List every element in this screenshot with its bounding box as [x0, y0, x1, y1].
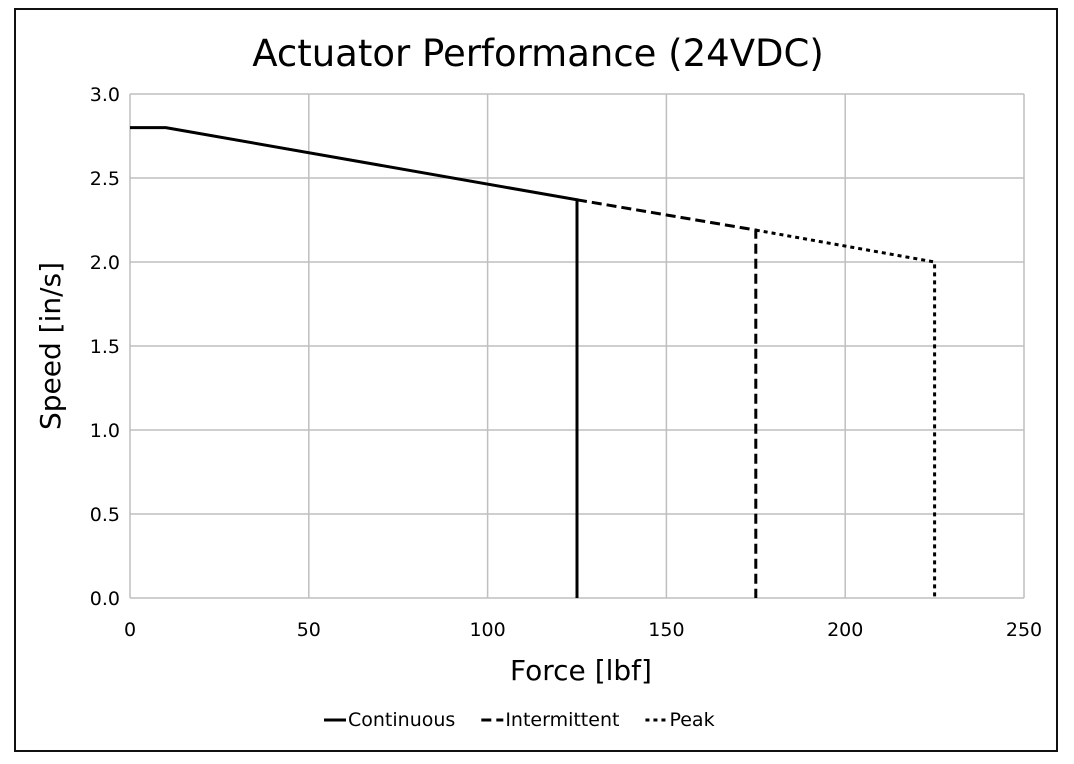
chart: 0.0 0.5 1.0 1.5 2.0 2.5 3.0 0 50 100 150 200 250 Ac… — [34, 32, 1042, 731]
chart-frame: 0.0 0.5 1.0 1.5 2.0 2.5 3.0 0 50 100 150 200 250 Ac… — [14, 8, 1058, 752]
x-tick-label: 50 — [297, 619, 321, 641]
y-axis-title: Speed [in/s] — [34, 262, 67, 430]
x-tick-label: 250 — [1006, 619, 1042, 641]
legend-label-intermittent: Intermittent — [505, 709, 619, 731]
y-tick-label: 2.0 — [90, 252, 120, 274]
x-tick-label: 150 — [648, 619, 684, 641]
x-axis-ticks: 0 50 100 150 200 250 — [124, 619, 1042, 641]
series-group — [130, 126, 937, 598]
legend: Continuous Intermittent Peak — [324, 709, 715, 731]
y-tick-label: 1.0 — [90, 420, 120, 442]
legend-label-continuous: Continuous — [348, 709, 455, 731]
y-tick-label: 3.0 — [90, 84, 120, 106]
chart-title: Actuator Performance (24VDC) — [252, 32, 824, 75]
x-tick-label: 200 — [827, 619, 863, 641]
series-line-continuous — [130, 126, 579, 598]
y-tick-label: 1.5 — [90, 336, 120, 358]
x-tick-label: 100 — [469, 619, 505, 641]
y-tick-label: 0.0 — [90, 588, 120, 610]
y-tick-label: 2.5 — [90, 168, 120, 190]
y-axis-ticks: 0.0 0.5 1.0 1.5 2.0 2.5 3.0 — [90, 84, 120, 610]
legend-label-peak: Peak — [669, 709, 714, 731]
x-axis-title: Force [lbf] — [510, 654, 652, 687]
x-tick-label: 0 — [124, 619, 136, 641]
y-tick-label: 0.5 — [90, 504, 120, 526]
